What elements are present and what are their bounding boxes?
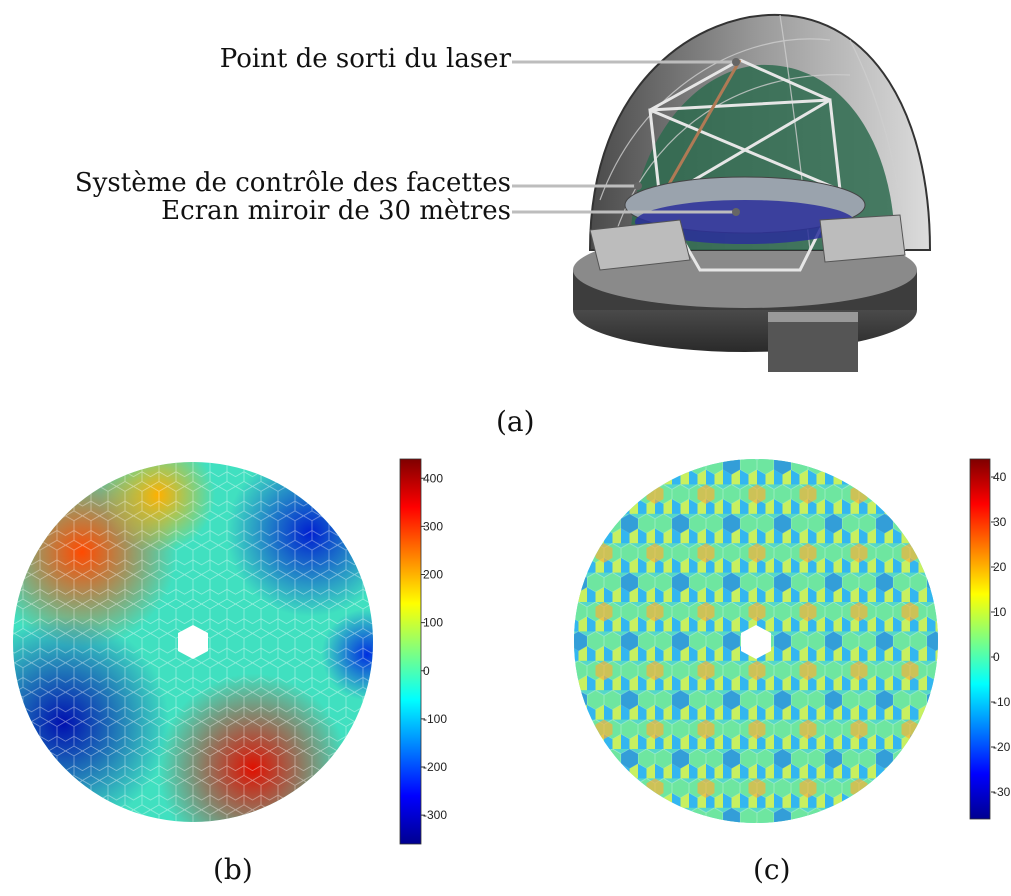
colorbar-tick-label: -20 (993, 740, 1011, 754)
colorbar-tick-label: 40 (993, 470, 1007, 484)
colorbar-tick-label: -30 (993, 785, 1011, 799)
colorbar-tick-label: -100 (423, 712, 447, 726)
panel-a-label: (a) (496, 405, 535, 438)
colorbar-tick-label: -10 (993, 695, 1011, 709)
colorbar-tick-label: 20 (993, 560, 1007, 574)
panel-b-label: (b) (213, 853, 253, 886)
colorbar-tick-label: 0 (993, 650, 1000, 664)
telescope-illustration (512, 13, 932, 372)
callout-lines (512, 60, 736, 214)
colorbar-tick-label: -200 (423, 760, 447, 774)
mirror-map-b (13, 462, 373, 822)
colorbar-tick-label: 200 (423, 568, 443, 582)
panel-c-label: (c) (753, 853, 791, 886)
central-hole (178, 625, 208, 659)
central-hole (741, 625, 771, 659)
panel-c: 40 30 20 10 0 -10 -20 -30 (c) (560, 455, 1011, 896)
colorbar-tick-label: 400 (423, 471, 443, 485)
colorbar-tick-label: 300 (423, 519, 443, 533)
panel-a: Point de sorti du laser Système de contr… (74, 13, 932, 438)
callout-facet-control: Système de contrôle des facettes (74, 168, 511, 198)
colorbar-tick-label: 30 (993, 515, 1007, 529)
panel-b: 400 300 200 100 0 -100 -200 -300 (b) (0, 455, 470, 896)
colorbar-c: 40 30 20 10 0 -10 -20 -30 (969, 458, 1011, 820)
colorbar-tick-label: 0 (423, 664, 430, 678)
colorbar-b: 400 300 200 100 0 -100 -200 -300 (399, 458, 447, 845)
callout-mirror-screen: Ecran miroir de 30 mètres (161, 196, 511, 226)
mirror-map-c (574, 459, 938, 823)
colorbar-tick-label: -300 (423, 808, 447, 822)
callout-laser-exit: Point de sorti du laser (219, 44, 511, 74)
colorbar-tick-label: 100 (423, 616, 443, 630)
colorbar-tick-label: 10 (993, 605, 1007, 619)
